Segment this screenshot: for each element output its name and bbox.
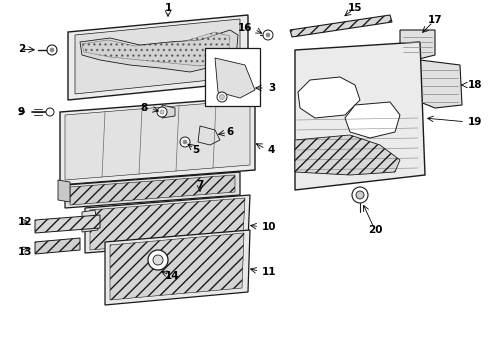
Circle shape [157, 107, 167, 117]
Polygon shape [35, 215, 100, 233]
Polygon shape [215, 58, 254, 98]
Polygon shape [294, 135, 399, 175]
Polygon shape [110, 233, 244, 300]
Text: 16: 16 [237, 23, 251, 33]
Circle shape [148, 250, 168, 270]
Polygon shape [80, 30, 238, 72]
Text: 19: 19 [467, 117, 481, 127]
Polygon shape [419, 60, 461, 108]
Circle shape [219, 94, 224, 99]
Circle shape [46, 108, 54, 116]
Circle shape [351, 187, 367, 203]
Circle shape [160, 110, 163, 114]
Text: 14: 14 [164, 271, 179, 281]
Polygon shape [297, 77, 359, 118]
Polygon shape [82, 32, 229, 66]
Polygon shape [35, 238, 80, 254]
Text: 8: 8 [141, 103, 148, 113]
Polygon shape [70, 175, 235, 205]
Text: 18: 18 [467, 80, 482, 90]
Polygon shape [60, 97, 254, 185]
Text: 13: 13 [18, 247, 32, 257]
Circle shape [263, 30, 272, 40]
Circle shape [217, 92, 226, 102]
Text: 5: 5 [192, 145, 199, 155]
Circle shape [180, 137, 190, 147]
Text: 11: 11 [262, 267, 276, 277]
Text: 10: 10 [262, 222, 276, 232]
Polygon shape [68, 15, 247, 100]
Text: 6: 6 [226, 127, 233, 137]
Polygon shape [198, 126, 220, 145]
Polygon shape [85, 195, 249, 253]
Circle shape [47, 45, 57, 55]
Polygon shape [105, 230, 249, 305]
Text: 12: 12 [18, 217, 32, 227]
Polygon shape [399, 30, 434, 60]
Polygon shape [289, 15, 391, 37]
Polygon shape [82, 210, 98, 232]
Polygon shape [162, 105, 175, 118]
Text: 17: 17 [427, 15, 442, 25]
Text: 2: 2 [18, 44, 25, 54]
Polygon shape [65, 172, 240, 208]
Text: 9: 9 [18, 107, 25, 117]
Circle shape [50, 48, 54, 52]
Text: 7: 7 [196, 180, 203, 190]
Polygon shape [294, 42, 424, 190]
Polygon shape [90, 198, 244, 250]
Text: 3: 3 [267, 83, 275, 93]
Polygon shape [75, 19, 240, 94]
Bar [204, 48, 260, 106]
Polygon shape [65, 100, 249, 180]
Text: 4: 4 [267, 145, 275, 155]
Circle shape [153, 255, 163, 265]
Text: 1: 1 [164, 3, 171, 13]
Circle shape [355, 191, 363, 199]
Circle shape [183, 140, 186, 144]
Polygon shape [58, 180, 70, 202]
Text: 20: 20 [367, 225, 382, 235]
Text: 15: 15 [347, 3, 362, 13]
Polygon shape [345, 102, 399, 138]
Circle shape [265, 33, 269, 37]
